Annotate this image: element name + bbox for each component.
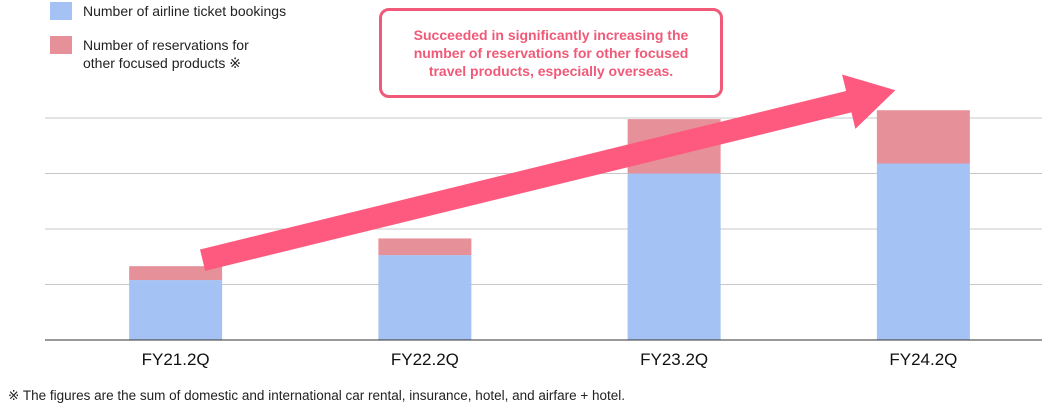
bar-airline <box>129 280 223 340</box>
x-tick-label: FY21.2Q <box>142 350 210 369</box>
bar-airline <box>378 255 472 340</box>
legend-swatch-other <box>50 36 72 54</box>
legend-label-other: Number of reservations for other focused… <box>83 37 249 71</box>
x-tick-labels: FY21.2Q FY22.2Q FY23.2Q FY24.2Q <box>142 350 958 369</box>
bar-airline <box>627 173 721 340</box>
trend-arrow <box>200 74 896 271</box>
bar-airline <box>876 163 970 340</box>
x-tick-label: FY22.2Q <box>391 350 459 369</box>
callout-box: Succeeded in significantly increasing th… <box>379 8 723 98</box>
bar-other <box>129 266 223 281</box>
trend-arrow-shape <box>200 74 896 271</box>
x-tick-label: FY23.2Q <box>640 350 708 369</box>
x-tick-label: FY24.2Q <box>889 350 957 369</box>
callout-text: Succeeded in significantly increasing th… <box>413 27 689 79</box>
legend-swatch-airline <box>50 2 72 20</box>
bars <box>129 110 970 340</box>
legend-label-airline: Number of airline ticket bookings <box>83 3 287 19</box>
legend-item-other: Number of reservations for other focused… <box>50 36 323 72</box>
legend-item-airline: Number of airline ticket bookings <box>50 2 323 20</box>
bar-other <box>876 110 970 164</box>
footnote: ※ The figures are the sum of domestic an… <box>8 388 626 403</box>
bar-other <box>378 238 472 256</box>
